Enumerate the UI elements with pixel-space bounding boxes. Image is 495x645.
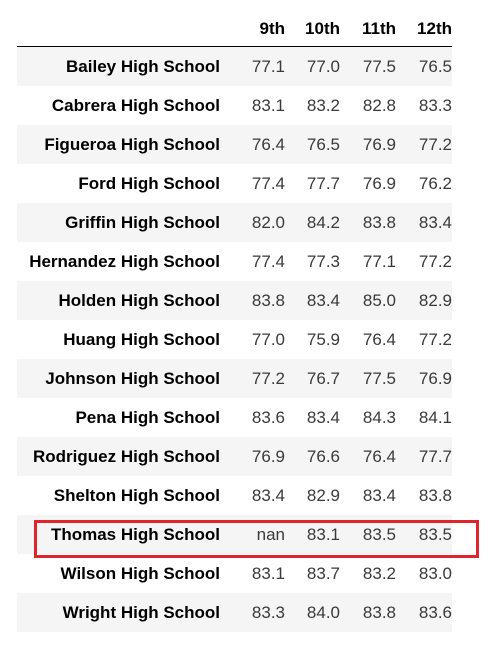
cell-score-9th: 77.1: [251, 57, 285, 76]
column-header-9th: 9th: [259, 19, 286, 38]
cell-score-9th: 82.0: [251, 213, 285, 232]
cell-score-12th: 77.2: [418, 252, 452, 271]
cell-score-12th: 83.3: [418, 96, 452, 115]
table-row: Bailey High School 77.1 77.0 77.5 76.5: [17, 46, 452, 86]
cell-score-10th: 83.4: [306, 408, 340, 427]
row-label-school: Rodriguez High School: [33, 447, 220, 466]
cell-score-10th: 77.0: [306, 57, 340, 76]
table-row: Thomas High School nan 83.1 83.5 83.5: [17, 515, 452, 554]
column-header-12th: 12th: [417, 19, 452, 38]
cell-score-9th: 83.1: [251, 564, 285, 583]
index-corner-cell: [17, 11, 230, 47]
cell-score-9th: 77.4: [251, 174, 285, 193]
table-row: Pena High School 83.6 83.4 84.3 84.1: [17, 398, 452, 437]
row-label-school: Figueroa High School: [44, 135, 220, 154]
cell-score-12th: 83.8: [418, 486, 452, 505]
row-label-school: Wilson High School: [60, 564, 220, 583]
cell-score-11th: 83.8: [362, 213, 396, 232]
table-header: 9th 10th 11th 12th: [17, 11, 452, 47]
cell-score-10th: 83.2: [306, 96, 340, 115]
cell-score-12th: 76.5: [418, 57, 452, 76]
cell-score-9th: 83.6: [251, 408, 285, 427]
table-row: Ford High School 77.4 77.7 76.9 76.2: [17, 164, 452, 203]
cell-score-11th: 76.4: [362, 330, 396, 349]
column-header-10th: 10th: [305, 19, 340, 38]
cell-score-10th: 84.2: [306, 213, 340, 232]
row-label-school: Cabrera High School: [51, 96, 220, 115]
row-label-school: Hernandez High School: [29, 252, 220, 271]
cell-score-10th: 77.3: [306, 252, 340, 271]
row-label-school: Bailey High School: [66, 57, 220, 76]
cell-score-12th: 77.2: [418, 135, 452, 154]
table-row: Wilson High School 83.1 83.7 83.2 83.0: [17, 554, 452, 593]
cell-score-9th: 83.3: [251, 603, 285, 622]
cell-score-9th: 83.4: [251, 486, 285, 505]
cell-score-12th: 84.1: [418, 408, 452, 427]
table-row: Hernandez High School 77.4 77.3 77.1 77.2: [17, 242, 452, 281]
cell-score-10th: 76.6: [306, 447, 340, 466]
cell-score-10th: 77.7: [306, 174, 340, 193]
cell-score-9th: 83.1: [251, 96, 285, 115]
cell-score-11th: 76.9: [362, 174, 396, 193]
cell-score-9th: 77.2: [251, 369, 285, 388]
row-label-school: Holden High School: [58, 291, 221, 310]
column-header-11th: 11th: [361, 19, 396, 38]
cell-score-12th: 76.2: [418, 174, 452, 193]
cell-score-12th: 76.9: [418, 369, 452, 388]
cell-score-10th: 83.1: [306, 525, 340, 544]
cell-score-10th: 76.5: [306, 135, 340, 154]
table-row: Rodriguez High School 76.9 76.6 76.4 77.7: [17, 437, 452, 476]
cell-score-9th: 77.4: [251, 252, 285, 271]
cell-score-9th: 77.0: [251, 330, 285, 349]
row-label-school: Thomas High School: [50, 525, 220, 544]
dataframe-table: 9th 10th 11th 12th Bailey High School 77.…: [17, 11, 452, 632]
row-label-school: Griffin High School: [65, 213, 220, 232]
table-row: Huang High School 77.0 75.9 76.4 77.2: [17, 320, 452, 359]
cell-score-10th: 82.9: [306, 486, 340, 505]
cell-score-12th: 83.6: [418, 603, 452, 622]
row-label-school: Huang High School: [63, 330, 220, 349]
row-label-school: Pena High School: [75, 408, 220, 427]
cell-score-11th: 83.8: [362, 603, 396, 622]
row-label-school: Johnson High School: [45, 369, 220, 388]
cell-score-12th: 83.0: [418, 564, 452, 583]
cell-score-12th: 83.4: [418, 213, 452, 232]
table-row: Wright High School 83.3 84.0 83.8 83.6: [17, 593, 452, 632]
cell-score-10th: 84.0: [306, 603, 340, 622]
table-row: Cabrera High School 83.1 83.2 82.8 83.3: [17, 86, 452, 125]
cell-score-11th: 85.0: [362, 291, 396, 310]
table-row: Holden High School 83.8 83.4 85.0 82.9: [17, 281, 452, 320]
cell-score-11th: 76.9: [362, 135, 396, 154]
table-row: Griffin High School 82.0 84.2 83.8 83.4: [17, 203, 452, 242]
cell-score-9th: 76.4: [251, 135, 285, 154]
cell-score-12th: 77.2: [418, 330, 452, 349]
cell-score-12th: 77.7: [418, 447, 452, 466]
cell-score-10th: 75.9: [306, 330, 340, 349]
cell-score-11th: 76.4: [362, 447, 396, 466]
cell-score-11th: 77.5: [362, 57, 396, 76]
row-label-school: Wright High School: [62, 603, 220, 622]
cell-score-11th: 77.5: [362, 369, 396, 388]
cell-score-12th: 83.5: [418, 525, 452, 544]
cell-score-9th: 76.9: [251, 447, 285, 466]
cell-score-10th: 76.7: [306, 369, 340, 388]
cell-score-12th: 82.9: [418, 291, 452, 310]
table-row: Figueroa High School 76.4 76.5 76.9 77.2: [17, 125, 452, 164]
cell-score-11th: 77.1: [362, 252, 396, 271]
table-body: Bailey High School 77.1 77.0 77.5 76.5 Cabrer…: [17, 46, 452, 632]
cell-score-11th: 84.3: [362, 408, 396, 427]
cell-score-11th: 83.2: [362, 564, 396, 583]
row-label-school: Shelton High School: [53, 486, 220, 505]
row-label-school: Ford High School: [78, 174, 220, 193]
cell-score-10th: 83.4: [306, 291, 340, 310]
cell-score-9th: 83.8: [251, 291, 285, 310]
cell-score-11th: 83.5: [362, 525, 396, 544]
cell-score-11th: 83.4: [362, 486, 396, 505]
cell-score-9th: nan: [256, 525, 285, 544]
table-row: Shelton High School 83.4 82.9 83.4 83.8: [17, 476, 452, 515]
cell-score-11th: 82.8: [362, 96, 396, 115]
header-row: 9th 10th 11th 12th: [17, 11, 452, 47]
table-row: Johnson High School 77.2 76.7 77.5 76.9: [17, 359, 452, 398]
cell-score-10th: 83.7: [306, 564, 340, 583]
